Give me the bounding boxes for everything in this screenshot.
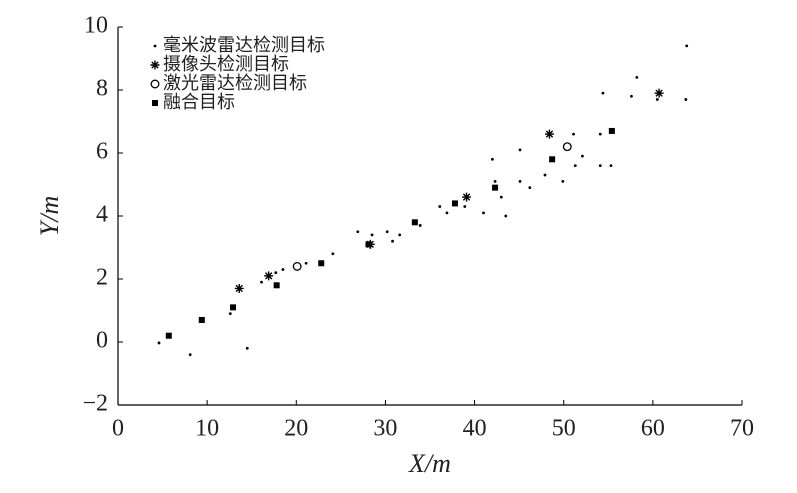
x-tick-label: 70 bbox=[730, 416, 754, 442]
radar-point bbox=[561, 179, 565, 183]
radar-point bbox=[573, 164, 577, 168]
radar-point bbox=[572, 132, 575, 136]
radar-point bbox=[188, 353, 192, 356]
radar-point bbox=[391, 239, 394, 243]
radar-point bbox=[598, 164, 602, 168]
legend-marker bbox=[152, 100, 158, 106]
fusion-point bbox=[273, 282, 280, 289]
radar-point bbox=[493, 179, 497, 183]
x-tick-label: 0 bbox=[112, 416, 124, 442]
radar-point bbox=[260, 280, 263, 284]
radar-point bbox=[463, 205, 467, 208]
y-tick-label: 0 bbox=[96, 328, 108, 354]
camera-point bbox=[264, 271, 274, 281]
fusion-point bbox=[451, 200, 458, 207]
fusion-point bbox=[365, 241, 372, 248]
x-tick-label: 50 bbox=[552, 416, 576, 442]
radar-point bbox=[398, 233, 402, 237]
lidar-point bbox=[292, 261, 302, 271]
x-tick-label: 10 bbox=[195, 416, 219, 442]
x-axis-label: X/m bbox=[408, 449, 451, 478]
fusion-point bbox=[229, 304, 236, 311]
radar-point bbox=[281, 268, 285, 271]
radar-point bbox=[418, 224, 422, 227]
radar-point bbox=[445, 211, 449, 215]
lidar-point bbox=[562, 142, 572, 152]
radar-point bbox=[274, 271, 278, 275]
radar-point bbox=[655, 98, 659, 101]
radar-point bbox=[685, 44, 689, 48]
camera-point bbox=[462, 192, 472, 202]
camera-point bbox=[544, 129, 554, 139]
radar-point bbox=[601, 91, 605, 95]
y-tick-label: 4 bbox=[96, 202, 108, 228]
radar-point bbox=[499, 195, 503, 199]
fusion-point bbox=[608, 127, 615, 134]
radar-point bbox=[491, 157, 494, 161]
y-tick-label: 10 bbox=[84, 13, 108, 39]
legend-label: 融合目标 bbox=[163, 92, 235, 113]
radar-point bbox=[385, 230, 389, 234]
fusion-point bbox=[198, 316, 205, 323]
legend-label: 激光雷达检测目标 bbox=[163, 73, 307, 94]
camera-point bbox=[654, 88, 664, 98]
radar-point bbox=[543, 173, 547, 177]
radar-point bbox=[438, 205, 442, 208]
x-tick-label: 40 bbox=[463, 416, 487, 442]
legend-marker bbox=[150, 79, 160, 89]
radar-point bbox=[157, 341, 161, 345]
fusion-point bbox=[165, 332, 172, 339]
y-axis-label: Y/m bbox=[35, 196, 64, 236]
radar-point bbox=[304, 261, 308, 265]
radar-point bbox=[528, 186, 532, 190]
legend-label: 摄像头检测目标 bbox=[163, 54, 289, 75]
fusion-point bbox=[549, 156, 556, 163]
x-tick-label: 20 bbox=[284, 416, 308, 442]
radar-point bbox=[245, 346, 249, 350]
camera-point bbox=[234, 283, 244, 293]
radar-point bbox=[630, 94, 633, 98]
radar-point bbox=[518, 179, 522, 183]
fusion-point bbox=[318, 260, 325, 267]
radar-point bbox=[518, 148, 522, 152]
radar-point bbox=[504, 214, 508, 218]
radar-point bbox=[581, 154, 584, 158]
radar-point bbox=[635, 76, 639, 79]
legend-label: 毫米波雷达检测目标 bbox=[163, 35, 325, 56]
y-tick-label: −2 bbox=[82, 391, 108, 417]
fusion-point bbox=[411, 219, 418, 226]
x-tick-label: 60 bbox=[641, 416, 665, 442]
legend-marker bbox=[150, 60, 160, 70]
y-tick-label: 6 bbox=[96, 139, 108, 165]
fusion-point bbox=[492, 184, 499, 191]
radar-point bbox=[356, 230, 360, 234]
radar-point bbox=[482, 211, 485, 215]
y-tick-label: 2 bbox=[96, 265, 108, 291]
x-tick-label: 30 bbox=[373, 416, 397, 442]
radar-point bbox=[331, 252, 335, 256]
radar-point bbox=[370, 233, 374, 237]
radar-point bbox=[598, 132, 602, 136]
y-tick-label: 8 bbox=[96, 76, 108, 102]
radar-point bbox=[684, 98, 688, 101]
legend-marker bbox=[153, 44, 157, 48]
radar-point bbox=[609, 164, 613, 168]
radar-point bbox=[228, 312, 232, 316]
